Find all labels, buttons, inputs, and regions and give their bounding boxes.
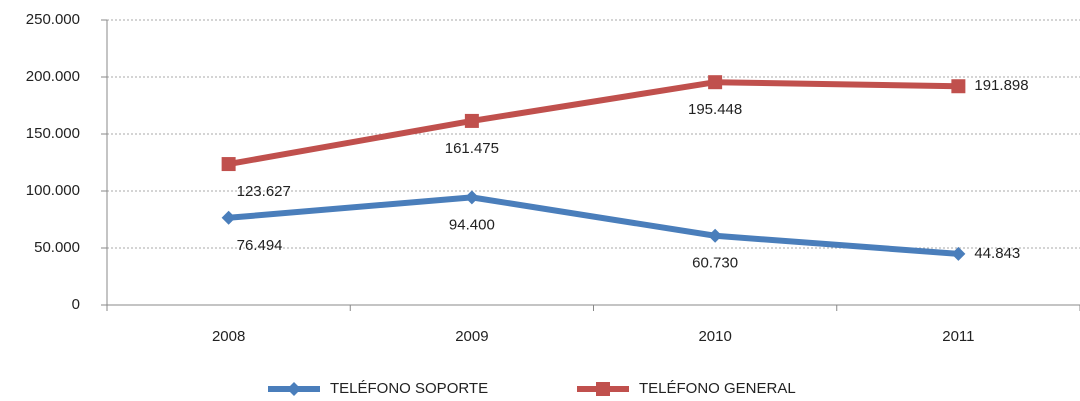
point-marker bbox=[221, 210, 236, 225]
x-tick-label: 2009 bbox=[455, 328, 488, 345]
x-tick-label: 2010 bbox=[698, 328, 731, 345]
y-tick-label: 250.000 bbox=[26, 11, 80, 28]
y-tick-label: 100.000 bbox=[26, 182, 80, 199]
series-line bbox=[228, 194, 959, 257]
data-label: 44.843 bbox=[974, 245, 1020, 262]
y-tick-label: 50.000 bbox=[34, 239, 80, 256]
y-tick-label: 200.000 bbox=[26, 68, 80, 85]
data-label: 60.730 bbox=[692, 255, 738, 272]
point-marker bbox=[951, 246, 966, 261]
point-marker bbox=[221, 157, 236, 172]
data-label: 161.475 bbox=[445, 140, 499, 157]
point-marker bbox=[708, 228, 723, 243]
point-marker bbox=[464, 190, 479, 205]
legend-marker bbox=[596, 382, 610, 396]
legend-label: TELÉFONO GENERAL bbox=[639, 380, 796, 397]
y-tick-label: 0 bbox=[72, 296, 80, 313]
data-label: 195.448 bbox=[688, 101, 742, 118]
legend-marker bbox=[287, 382, 301, 396]
point-marker bbox=[951, 79, 966, 94]
x-tick-label: 2008 bbox=[212, 328, 245, 345]
data-label: 76.494 bbox=[237, 237, 283, 254]
data-label: 94.400 bbox=[449, 216, 495, 233]
data-label: 123.627 bbox=[237, 183, 291, 200]
x-tick-label: 2011 bbox=[942, 328, 974, 345]
y-tick-label: 150.000 bbox=[26, 125, 80, 142]
series-line bbox=[228, 79, 959, 168]
legend-label: TELÉFONO SOPORTE bbox=[330, 380, 488, 397]
data-label: 191.898 bbox=[974, 77, 1028, 94]
point-marker bbox=[464, 113, 479, 128]
point-marker bbox=[708, 75, 723, 90]
